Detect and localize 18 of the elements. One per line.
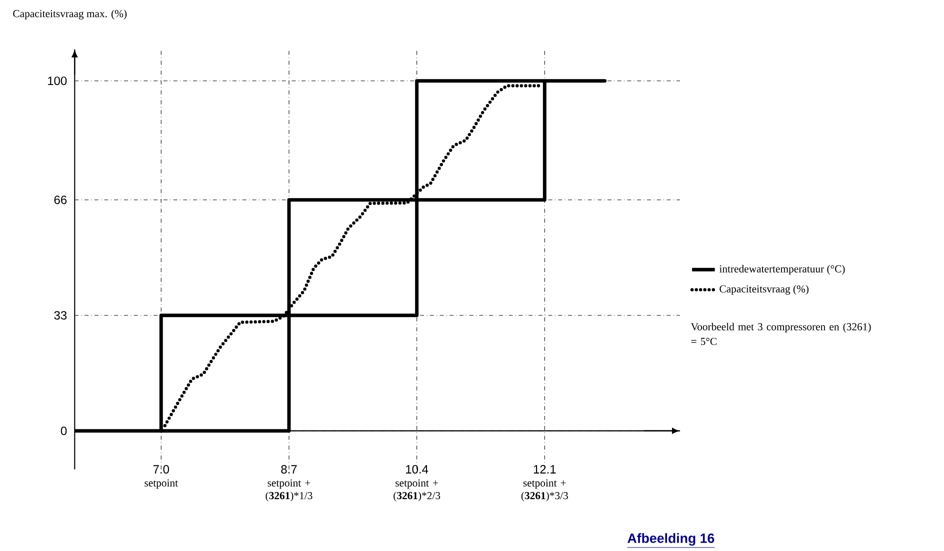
text: setpoint + (3261)*2/3 [394, 480, 440, 502]
x-tick-label: 12.1 [534, 465, 556, 474]
text: Voorbeeld met 3 compressoren en (3261) = 5°C [690, 323, 871, 346]
y-tick-label: 66 [54, 196, 67, 204]
x-tick-label: 8.7 [281, 465, 297, 474]
y-tick-label: 100 [48, 76, 67, 86]
text: Afbeelding 16 [628, 533, 714, 546]
x-tick-label: 10.4 [406, 465, 428, 474]
text: setpoint [144, 480, 178, 489]
y-axis-title: Capaciteitsvraag max. (%) [13, 10, 127, 20]
x-tick-label: 7.0 [153, 465, 170, 474]
y-tick-label: 33 [54, 311, 67, 320]
text: setpoint + (3261)*3/3 [521, 480, 568, 502]
legend-label: Capaciteitsvraag (%) [720, 285, 808, 295]
y-tick-label: 0 [60, 426, 67, 436]
legend-label: intredewatertemperatuur (°C) [719, 265, 845, 275]
line-series [163, 84, 540, 428]
text: setpoint + (3261)*1/3 [266, 480, 312, 502]
